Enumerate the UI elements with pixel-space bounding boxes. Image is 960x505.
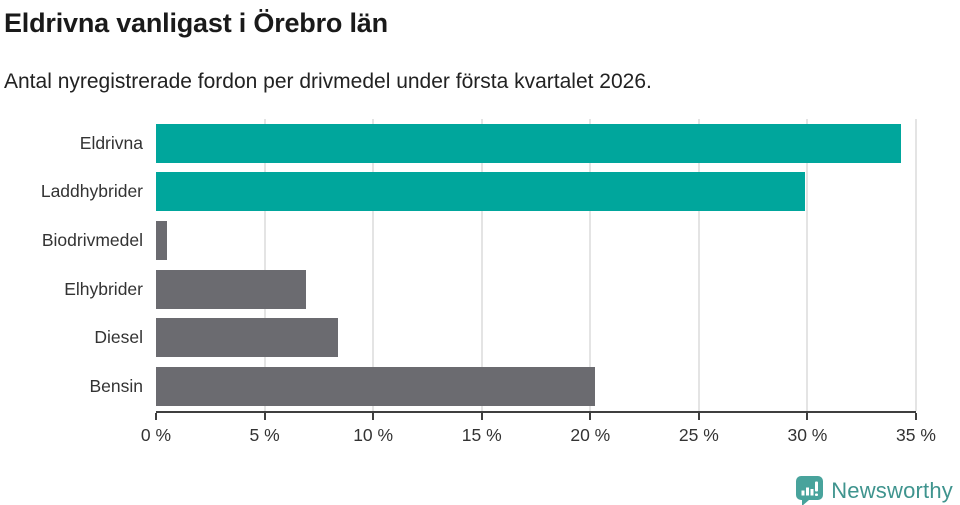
newsworthy-brand-text: Newsworthy — [831, 477, 953, 503]
x-tick — [155, 412, 157, 420]
chart-subtitle: Antal nyregistrerade fordon per drivmede… — [4, 70, 652, 93]
x-tick — [697, 412, 700, 420]
bar-diesel — [156, 318, 339, 358]
x-tick — [480, 412, 483, 420]
x-tick — [372, 412, 375, 420]
bar-eldrivna — [156, 123, 901, 163]
x-tick-label: 25 % — [678, 424, 719, 445]
bar-row: Biodrivmedel — [0, 216, 960, 265]
y-axis-label: Laddhybrider — [40, 181, 143, 202]
plot-area: Eldrivna Laddhybrider Biodrivmedel Elhybrid… — [0, 119, 960, 411]
y-axis-label: Eldrivna — [79, 132, 143, 153]
bar-laddhybrider — [156, 172, 806, 212]
bar-rows: Eldrivna Laddhybrider Biodrivmedel Elhybrid… — [0, 119, 960, 411]
bar-row: Eldrivna — [0, 119, 960, 168]
gridline — [915, 119, 917, 411]
gridline — [806, 119, 809, 411]
bar-track — [156, 220, 916, 260]
x-tick-label: 35 % — [896, 424, 936, 445]
bar-track — [156, 366, 916, 406]
y-axis-label: Bensin — [89, 375, 143, 396]
x-tick-label: 0 % — [140, 424, 172, 445]
y-axis-label: Diesel — [94, 327, 143, 348]
bar-row: Elhybrider — [0, 265, 960, 314]
x-axis: 0 % 5 % 10 % 15 % 20 % 25 % 30 % 35 % — [141, 410, 936, 455]
x-tick-label: 10 % — [353, 424, 394, 445]
bar-row: Bensin — [0, 362, 960, 411]
x-tick-label: 20 % — [570, 424, 611, 445]
bar-track — [156, 318, 916, 358]
x-tick-label: 15 % — [461, 424, 502, 445]
bar-biodrivmedel — [156, 220, 167, 260]
bar-track — [156, 123, 916, 163]
y-axis-label: Elhybrider — [64, 278, 143, 299]
gridline — [480, 119, 483, 411]
x-tick — [263, 412, 266, 420]
bar-track — [156, 269, 916, 309]
y-axis-label: Biodrivmedel — [41, 229, 143, 250]
gridline — [263, 119, 266, 411]
gridlines — [156, 119, 917, 411]
bar-row: Diesel — [0, 313, 960, 362]
gridline — [372, 119, 375, 411]
chart-title: Eldrivna vanligast i Örebro län — [4, 8, 388, 38]
x-tick-label: 30 % — [787, 424, 828, 445]
gridline — [589, 119, 592, 411]
x-tick-label: 5 % — [249, 424, 280, 445]
gridline — [697, 119, 700, 411]
x-tick — [806, 412, 809, 420]
newsworthy-logo[interactable]: Newsworthy — [795, 475, 953, 505]
bar-bensin — [156, 366, 595, 406]
bar-elhybrider — [156, 269, 306, 309]
x-tick — [589, 412, 592, 420]
bar-track — [156, 172, 916, 212]
bar-row: Laddhybrider — [0, 168, 960, 217]
bar-chart: Eldrivna Laddhybrider Biodrivmedel Elhybrid… — [0, 119, 960, 455]
newsworthy-speech-bubble-chart-icon — [795, 475, 824, 505]
x-tick — [915, 412, 917, 420]
